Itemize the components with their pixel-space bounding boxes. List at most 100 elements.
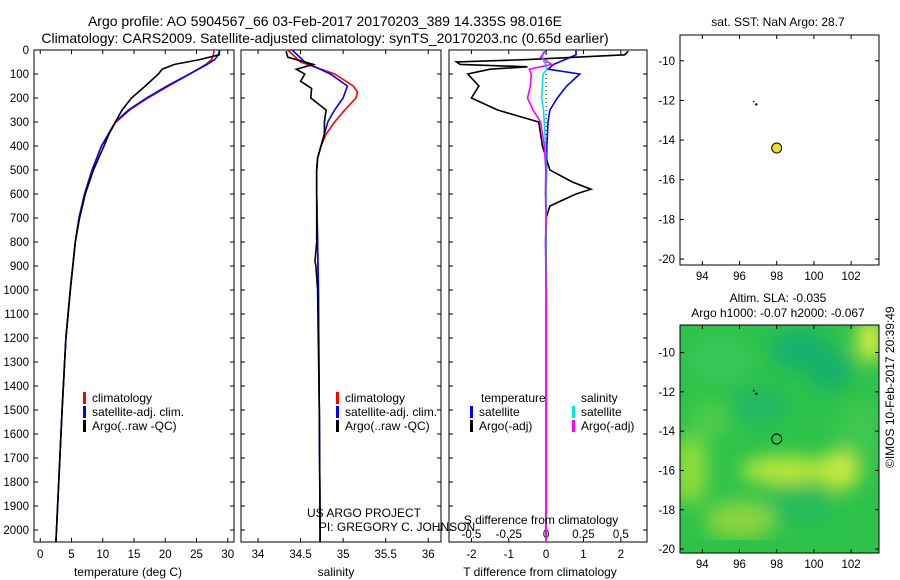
depth-tick-label: 400 (10, 141, 29, 153)
map-y-tick-label: -20 (658, 544, 675, 556)
salinity-panel-frame (240, 49, 442, 543)
sst-map-title: sat. SST: NaN Argo: 28.7 (711, 15, 845, 29)
legend-swatch (83, 392, 86, 404)
sal-legend-argo: Argo(..raw -QC) (336, 419, 430, 433)
depth-tick-label: 1500 (3, 405, 29, 417)
x-tick-label: -2 (466, 549, 476, 561)
x-tick-label: 15 (128, 549, 141, 561)
difference-panel-frame (448, 49, 648, 543)
sla-heatmap (680, 325, 879, 553)
legend-swatch (470, 406, 473, 418)
sal-legend-climatology: climatology (336, 391, 405, 405)
salinity-xlabel: salinity (318, 565, 355, 579)
depth-tick-label: 800 (10, 237, 29, 249)
depth-tick-label: 0 (23, 45, 29, 57)
legend-label: Argo(..raw -QC) (345, 419, 430, 433)
sla-map-title: Altim. SLA: -0.035 (730, 291, 827, 305)
x-tick-label: 10 (96, 549, 109, 561)
map-x-tick-label: 94 (696, 559, 709, 571)
depth-tick-label: 1100 (4, 309, 29, 321)
x-tick-label: 34.5 (289, 549, 311, 561)
map-y-tick-label: -10 (658, 348, 675, 360)
x-tick-label: 25 (190, 549, 203, 561)
sla-map-subtitle: Argo h1000: -0.07 h2000: -0.067 (691, 306, 865, 320)
x-tick-label: 0 (543, 549, 549, 561)
depth-tick-label: 2000 (3, 525, 29, 537)
series-line-temperature-argo-adj- (453, 50, 629, 542)
map-y-tick-label: -16 (658, 465, 675, 477)
legend-label: Argo(-adj) (479, 419, 533, 433)
map-x-tick-label: 100 (804, 271, 823, 283)
depth-tick-label: 100 (10, 69, 29, 81)
figure-title-line2: Climatology: CARS2009. Satellite-adjuste… (41, 30, 609, 46)
depth-tick-label: 500 (10, 165, 29, 177)
s-diff-tick-label: -0.5 (462, 529, 482, 541)
legend-label: satellite (479, 405, 520, 419)
series-line-argo-raw-qc- (55, 51, 221, 542)
map-x-tick-label: 98 (770, 559, 783, 571)
temperature-xlabel: temperature (deg C) (74, 565, 182, 579)
x-tick-label: 5 (68, 549, 74, 561)
depth-tick-label: 700 (10, 213, 29, 225)
map-y-tick-label: -20 (658, 254, 675, 266)
diff-legend-temp-title: temperature (481, 391, 546, 405)
x-tick-label: 20 (159, 549, 172, 561)
float-track-dot (755, 103, 758, 106)
depth-tick-label: 600 (10, 189, 29, 201)
legend-label: satellite (581, 405, 622, 419)
x-tick-label: 30 (221, 549, 234, 561)
s-diff-tick-label: 0.25 (572, 529, 594, 541)
temp-legend-argo: Argo(..raw -QC) (83, 419, 177, 433)
map-y-tick-label: -12 (658, 95, 675, 107)
series-line-argo-raw-qc- (285, 50, 327, 542)
map-y-tick-label: -18 (658, 214, 675, 226)
argo-float-marker (771, 433, 783, 445)
depth-tick-label: 1200 (3, 333, 29, 345)
float-track-dot (752, 389, 755, 392)
depth-tick-label: 1800 (3, 477, 29, 489)
legend-swatch (83, 420, 86, 432)
depth-tick-label: 1600 (3, 429, 29, 441)
map-y-tick-label: -16 (658, 175, 675, 187)
depth-tick-label: 1700 (3, 453, 29, 465)
panel-curves (55, 50, 221, 542)
panel-curves (453, 50, 629, 542)
sla-map-frame (679, 324, 880, 554)
depth-tick-label: 900 (10, 261, 29, 273)
argo-float-marker (771, 142, 783, 154)
sal-legend-satellite: satellite-adj. clim. (336, 405, 437, 419)
series-line-temperature-satellite (545, 50, 582, 542)
legend-swatch (336, 406, 339, 418)
diff-legend-temp-argo: Argo(-adj) (470, 419, 532, 433)
temp-legend-climatology: climatology (83, 391, 152, 405)
depth-tick-label: 200 (10, 93, 29, 105)
legend-label: climatology (92, 391, 153, 405)
float-track-dot (755, 392, 758, 395)
legend-label: satellite-adj. clim. (92, 405, 185, 419)
legend-label: climatology (345, 391, 406, 405)
x-tick-label: 36 (422, 549, 435, 561)
imos-credit: ©IMOS 10-Feb-2017 20:39:49 (883, 306, 897, 468)
x-tick-label: 35.5 (374, 549, 396, 561)
map-x-tick-label: 102 (842, 271, 861, 283)
temperature-panel-frame (33, 49, 235, 543)
s-diff-tick-label: 0.5 (613, 529, 629, 541)
legend-swatch (83, 406, 86, 418)
legend-label: Argo(-adj) (581, 419, 635, 433)
legend-label: satellite-adj. clim. (345, 405, 438, 419)
x-tick-label: 1 (580, 549, 586, 561)
figure-title-line1: Argo profile: AO 5904567_66 03-Feb-2017 … (87, 13, 563, 29)
diff-legend-sal-argo: Argo(-adj) (572, 419, 634, 433)
x-tick-label: -1 (504, 549, 514, 561)
map-x-tick-label: 96 (733, 559, 746, 571)
float-track-dot (752, 100, 755, 103)
project-annotation: US ARGO PROJECT (307, 506, 422, 520)
series-line-climatology (55, 50, 215, 542)
s-diff-tick-label: -0.25 (496, 529, 522, 541)
x-tick-label: 35 (337, 549, 350, 561)
legend-label: Argo(..raw -QC) (92, 419, 177, 433)
t-diff-xlabel: T difference from climatology (463, 565, 617, 579)
map-y-tick-label: -18 (658, 505, 675, 517)
x-tick-label: 2 (618, 549, 624, 561)
